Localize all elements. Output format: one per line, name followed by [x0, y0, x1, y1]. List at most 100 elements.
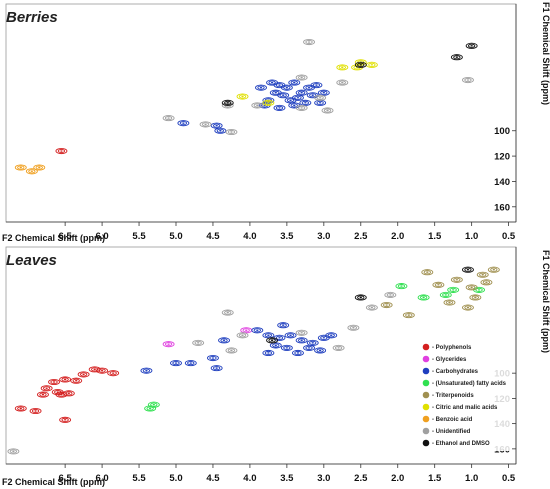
peak-core — [341, 81, 344, 84]
peak-triterpenoids — [402, 312, 415, 319]
peak-contour-inner — [294, 95, 302, 100]
plot-area — [5, 3, 517, 223]
peak-core — [389, 294, 392, 296]
peak-carbohydrates — [210, 365, 223, 372]
peak-core — [60, 393, 63, 396]
peak-contour-outer — [14, 164, 27, 171]
peak-contour-outer — [365, 304, 378, 311]
peak-core — [267, 352, 270, 354]
peak-contour-inner — [298, 90, 306, 95]
peak-fatty-acids — [147, 401, 160, 408]
peak-contour-inner — [294, 350, 302, 356]
peak-contour-outer — [140, 367, 153, 374]
peak-contour-inner — [28, 169, 36, 174]
peak-contour-inner — [224, 100, 232, 105]
peak-contour-outer — [354, 294, 367, 301]
peak-core — [278, 107, 281, 109]
leaves-panel: 6.5 6.0 5.5 5.0 4.5 4.0 3.5 3.0 2.5 2.0 1.5 1.0 0.5 … — [2, 246, 550, 487]
peak-core — [230, 131, 233, 133]
peak-core — [481, 274, 484, 276]
peak-ethanol-dmso — [354, 61, 367, 68]
y-axis-title: F1 Chemical Shift (ppm) — [541, 250, 550, 353]
peak-contour-inner — [286, 333, 295, 338]
peak-contour-inner — [471, 295, 479, 300]
peak-contour-inner — [39, 392, 47, 397]
peak-core — [422, 296, 425, 299]
peak-contour-outer — [170, 360, 182, 367]
peak-contour-inner — [65, 391, 73, 396]
peak-core — [230, 349, 233, 352]
peak-contour-outer — [380, 301, 393, 309]
peak-contour-outer — [336, 79, 349, 86]
peak-core — [322, 92, 326, 94]
peak-contour-outer — [236, 93, 249, 100]
peak-contour-outer — [221, 309, 234, 316]
peak-polyphenols — [107, 370, 120, 377]
peak-contour-inner — [368, 62, 376, 67]
x-tick-label: 4.5 — [206, 231, 220, 242]
legend-label: - Unidentified — [432, 429, 471, 435]
peak-contour-inner — [464, 305, 472, 310]
peak-core — [311, 342, 314, 344]
peak-core — [370, 306, 374, 309]
legend-swatch — [422, 439, 430, 447]
peak-contour-inner — [305, 85, 313, 90]
x-axis-title: F2 Chemical Shift (ppm) — [2, 477, 105, 487]
peak-contour-outer — [462, 76, 474, 84]
peak-core — [100, 369, 104, 372]
peak-core — [485, 281, 488, 284]
peak-contour-inner — [301, 100, 309, 105]
peak-unidentified — [295, 74, 308, 81]
peak-contour-outer — [439, 291, 452, 298]
peak-core — [52, 381, 56, 383]
peak-contour-outer — [251, 102, 264, 109]
peak-contour-inner — [283, 85, 291, 90]
peak-contour-inner — [327, 333, 335, 338]
peak-contour-outer — [303, 38, 315, 46]
peak-core — [45, 387, 48, 390]
peak-contour-inner — [283, 345, 291, 350]
peak-polyphenols — [70, 377, 83, 384]
peak-contour-inner — [434, 282, 443, 287]
x-tick-label: 1.0 — [465, 473, 478, 484]
peak-polyphenols — [59, 416, 72, 423]
peak-contour-outer — [295, 337, 308, 344]
peak-core — [370, 64, 374, 66]
peak-contour-inner — [368, 305, 376, 310]
y-axis-title: F1 Chemical Shift (ppm) — [541, 2, 550, 105]
peak-core — [474, 296, 477, 299]
peak-core — [444, 294, 447, 296]
peak-contour-inner — [405, 313, 413, 318]
peak-core — [60, 150, 63, 152]
peak-ethanol-dmso — [450, 54, 463, 61]
peak-core — [466, 306, 470, 309]
peak-core — [337, 347, 340, 349]
peak-carbohydrates — [325, 332, 338, 339]
peak-core — [293, 81, 296, 84]
peak-contour-inner — [109, 371, 117, 376]
peak-contour-inner — [320, 90, 328, 95]
peak-contour-inner — [305, 39, 313, 45]
peak-core — [293, 104, 296, 107]
peak-core — [426, 271, 429, 273]
peak-core — [111, 372, 115, 374]
peak-core — [270, 339, 274, 342]
peak-unidentified — [314, 94, 327, 101]
peak-carbohydrates — [255, 84, 267, 91]
peak-core — [300, 339, 303, 342]
y-tick-label: 140 — [494, 177, 510, 188]
peak-contour-outer — [280, 344, 293, 351]
peak-contour-outer — [288, 79, 301, 86]
peak-contour-inner — [72, 378, 80, 383]
x-tick-label: 5.5 — [132, 473, 146, 484]
peak-contour-inner — [35, 165, 43, 170]
peak-fatty-acids — [417, 294, 430, 301]
peak-core — [241, 334, 244, 337]
peak-contour-outer — [432, 281, 445, 288]
peak-core — [352, 327, 355, 329]
peak-carbohydrates — [262, 349, 275, 357]
peak-contour-outer — [218, 337, 230, 344]
peak-core — [215, 367, 218, 369]
peak-contour-inner — [275, 105, 284, 110]
peak-contour-outer — [7, 448, 20, 455]
